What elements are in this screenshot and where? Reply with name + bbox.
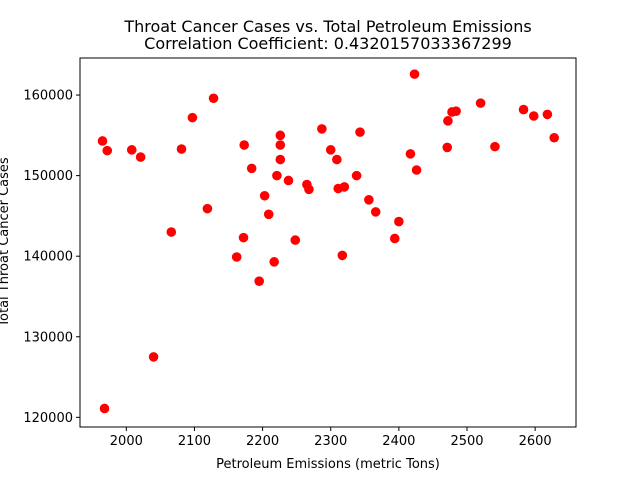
data-point [135, 152, 146, 162]
data-point [126, 145, 137, 155]
plot-area [97, 69, 559, 414]
data-point [317, 124, 327, 134]
data-point [166, 227, 177, 237]
data-point [99, 403, 110, 414]
data-point [176, 144, 187, 154]
data-point [202, 203, 213, 214]
data-point [283, 175, 294, 186]
data-point [275, 140, 286, 150]
data-point [208, 93, 219, 104]
data-point [394, 216, 404, 227]
data-point [304, 184, 314, 195]
data-point [246, 163, 257, 174]
data-point [259, 190, 270, 201]
axes-frame [79, 57, 577, 428]
data-point [325, 145, 336, 155]
x-tick-label: 2100 [178, 434, 211, 449]
data-point [411, 165, 422, 175]
x-axis-label: Petroleum Emissions (metric Tons) [216, 457, 440, 472]
y-tick-label: 120000 [23, 411, 73, 426]
y-axis-label: Total Throat Cancer Cases [0, 157, 12, 328]
data-point [355, 127, 365, 137]
chart-title: Throat Cancer Cases vs. Total Petroleum … [123, 17, 531, 36]
data-point [231, 252, 242, 262]
data-point [339, 182, 350, 192]
data-point [332, 154, 342, 165]
data-point [254, 276, 264, 286]
data-point [238, 232, 249, 243]
data-point [337, 250, 348, 261]
data-point [518, 104, 529, 115]
data-point [370, 207, 381, 217]
data-point [275, 130, 286, 141]
data-point [442, 142, 453, 153]
y-tick-label: 130000 [23, 330, 73, 345]
chart-subtitle: Correlation Coefficient: 0.4320157033367… [144, 34, 512, 53]
data-point [475, 98, 486, 108]
x-tick-label: 2200 [246, 434, 279, 449]
data-point [269, 257, 279, 267]
x-tick-label: 2500 [450, 434, 483, 449]
x-tick-label: 2400 [382, 434, 415, 449]
data-point [389, 233, 400, 244]
y-tick-label: 140000 [23, 250, 73, 265]
data-point [364, 194, 374, 205]
x-axis: 2000 2100 2200 2300 2400 2500 2600 [110, 427, 552, 449]
data-point [409, 69, 420, 79]
data-point [405, 149, 416, 159]
data-point [528, 111, 539, 121]
y-tick-label: 160000 [23, 89, 73, 104]
data-point [187, 112, 198, 123]
x-tick-label: 2300 [314, 434, 347, 449]
data-point [542, 109, 553, 120]
data-point [443, 116, 453, 126]
data-point [102, 145, 113, 156]
y-axis: 120000 130000 140000 150000 160000 [23, 89, 80, 426]
x-tick-label: 2600 [519, 434, 552, 449]
data-point [451, 106, 461, 116]
data-point [290, 235, 301, 245]
data-point [272, 170, 282, 181]
data-point [549, 132, 559, 143]
data-point [490, 141, 500, 152]
data-point [263, 209, 274, 220]
data-point [148, 352, 159, 362]
data-point [351, 170, 362, 181]
y-tick-label: 150000 [23, 169, 73, 184]
x-tick-label: 2000 [110, 434, 143, 449]
data-point [97, 136, 108, 146]
data-point [239, 140, 249, 150]
data-point [275, 154, 286, 165]
